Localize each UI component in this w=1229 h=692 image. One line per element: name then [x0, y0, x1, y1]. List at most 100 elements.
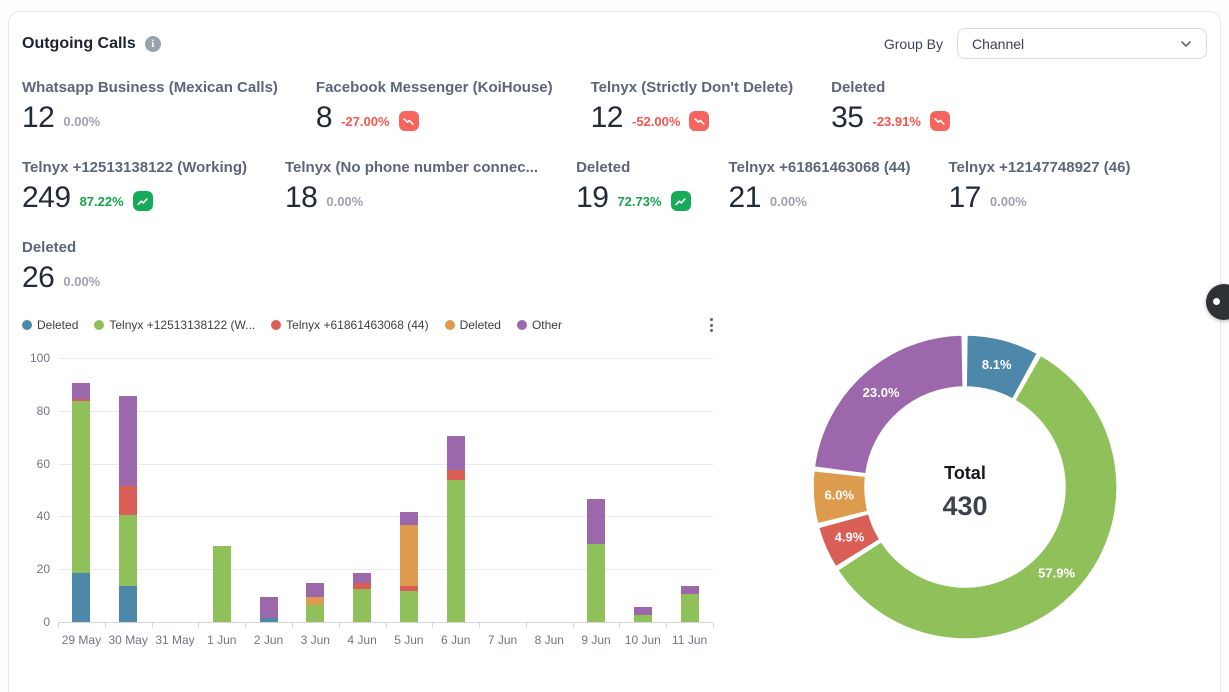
kpi-card: Deleted 35 -23.91% — [831, 79, 950, 133]
bar-segment[interactable] — [446, 480, 465, 623]
legend-item[interactable]: Telnyx +12513138122 (W... — [94, 318, 255, 332]
legend-dot-icon — [94, 320, 105, 330]
trend-down-badge — [929, 111, 950, 131]
trending-up-icon — [137, 197, 148, 205]
donut-slice[interactable] — [817, 512, 881, 568]
trend-down-badge — [398, 111, 419, 131]
x-tick-label: 8 Jun — [534, 633, 564, 647]
bar-segment[interactable] — [72, 401, 91, 573]
bar-segment[interactable] — [633, 607, 652, 616]
bar-segment[interactable] — [353, 583, 372, 589]
bar-segment[interactable] — [399, 586, 418, 592]
bar-segment[interactable] — [72, 382, 91, 399]
x-tick-label: 5 Jun — [394, 633, 424, 647]
legend-label: Telnyx +61861463068 (44) — [286, 318, 429, 332]
y-axis: 0 20 40 60 80 100 — [29, 351, 50, 629]
kpi-card: Telnyx (No phone number connec... 18 0.0… — [285, 159, 538, 213]
help-widget-button[interactable] — [1206, 284, 1229, 320]
x-tick-label: 30 May — [108, 633, 148, 647]
group-by-label: Group By — [883, 35, 943, 52]
kpi-change: -52.00% — [632, 113, 681, 129]
bar-segment[interactable] — [446, 469, 465, 481]
donut-slice-label: 23.0% — [862, 385, 899, 400]
donut-chart: 8.1% 57.9% 4.9% 6.0% 23.0% Total 430 — [722, 315, 1207, 657]
donut-slice[interactable] — [811, 469, 869, 525]
kpi-value: 12 — [590, 101, 624, 134]
trend-up-badge — [670, 191, 691, 211]
kpi-label: Whatsapp Business (Mexican Calls) — [22, 79, 278, 96]
x-tick-label: 31 May — [155, 633, 195, 647]
legend-item[interactable]: Deleted — [444, 318, 501, 332]
bar-segment[interactable] — [212, 546, 231, 623]
outgoing-calls-card: Outgoing Calls i Group By Channel Whatsa… — [8, 11, 1229, 692]
trending-up-icon — [675, 197, 686, 205]
donut-slice[interactable] — [813, 334, 964, 475]
donut-slice-label: 6.0% — [824, 488, 854, 503]
donut-total-label: Total — [944, 463, 986, 483]
x-tick-label: 11 Jun — [672, 633, 708, 647]
legend-item[interactable]: Deleted — [22, 318, 78, 332]
kpi-card: Telnyx (Strictly Don't Delete) 12 -52.00… — [591, 79, 794, 133]
kpi-value: 21 — [728, 181, 762, 214]
chart-legend: Deleted Telnyx +12513138122 (W... Telnyx… — [22, 318, 562, 332]
x-tick-label: 10 Jun — [624, 633, 661, 647]
legend-dot-icon — [22, 320, 32, 330]
kpi-change: -23.91% — [872, 113, 921, 129]
bar-segment[interactable] — [259, 617, 278, 623]
bar-segment[interactable] — [587, 498, 605, 544]
kpi-label: Telnyx (Strictly Don't Delete) — [590, 79, 794, 96]
kpi-value: 18 — [284, 181, 318, 214]
bar-segment[interactable] — [633, 615, 652, 623]
kpi-value: 19 — [576, 181, 609, 214]
legend-dot-icon — [516, 320, 527, 330]
bar-segment[interactable] — [399, 525, 418, 586]
bar-segment[interactable] — [680, 586, 699, 594]
kpi-change: 0.00% — [63, 273, 101, 289]
bar-segment[interactable] — [259, 596, 278, 618]
bar-segment[interactable] — [587, 543, 605, 623]
bar-segment[interactable] — [399, 591, 418, 623]
x-tick-label: 2 Jun — [253, 633, 284, 647]
legend-item[interactable]: Other — [516, 318, 562, 332]
trend-up-badge — [132, 191, 153, 211]
legend-item[interactable]: Telnyx +61861463068 (44) — [271, 318, 429, 332]
bar-segment[interactable] — [446, 435, 465, 470]
kpi-grid: Whatsapp Business (Mexican Calls) 12 0.0… — [9, 79, 1220, 293]
gridline — [58, 410, 713, 412]
bar-segment[interactable] — [306, 596, 325, 605]
kpi-change: 0.00% — [989, 193, 1027, 209]
bar-segment[interactable] — [306, 604, 325, 623]
bar-segment[interactable] — [119, 514, 138, 586]
kpi-change: 72.73% — [617, 193, 662, 209]
bar-segment[interactable] — [119, 586, 138, 623]
kpi-label: Telnyx +12513138122 (Working) — [22, 159, 247, 176]
kpi-card: Telnyx +12513138122 (Working) 249 87.22% — [22, 159, 247, 213]
donut-total-value: 430 — [942, 491, 987, 521]
kpi-value: 8 — [315, 101, 333, 134]
kpi-label: Facebook Messenger (KoiHouse) — [315, 79, 553, 96]
bar-segment[interactable] — [680, 594, 699, 623]
kpi-value: 35 — [831, 101, 864, 134]
x-tick-label: 4 Jun — [347, 633, 377, 647]
donut-slice[interactable] — [964, 334, 1038, 400]
bar-segment[interactable] — [119, 395, 138, 486]
kpi-label: Telnyx +61861463068 (44) — [728, 159, 911, 176]
bar-segment[interactable] — [353, 588, 372, 623]
donut-slice[interactable] — [836, 354, 1118, 640]
x-tick-label: 9 Jun — [581, 633, 611, 647]
bar-segment[interactable] — [353, 572, 372, 584]
gridline — [58, 569, 713, 571]
kpi-card: Deleted 26 0.00% — [22, 239, 100, 293]
bar-segment[interactable] — [399, 512, 418, 526]
legend-dot-icon — [271, 320, 282, 330]
kpi-card: Telnyx +12147748927 (46) 17 0.00% — [949, 159, 1131, 213]
bar-segment[interactable] — [72, 398, 91, 402]
kpi-card: Telnyx +61861463068 (44) 21 0.00% — [729, 159, 911, 213]
kpi-change: 87.22% — [79, 193, 124, 209]
bar-segment[interactable] — [306, 583, 325, 597]
chart-menu-button[interactable] — [707, 315, 716, 335]
bar-segment[interactable] — [119, 485, 138, 515]
info-icon[interactable]: i — [144, 35, 161, 52]
group-by-select[interactable]: Channel — [957, 28, 1207, 59]
bar-segment[interactable] — [72, 572, 91, 623]
